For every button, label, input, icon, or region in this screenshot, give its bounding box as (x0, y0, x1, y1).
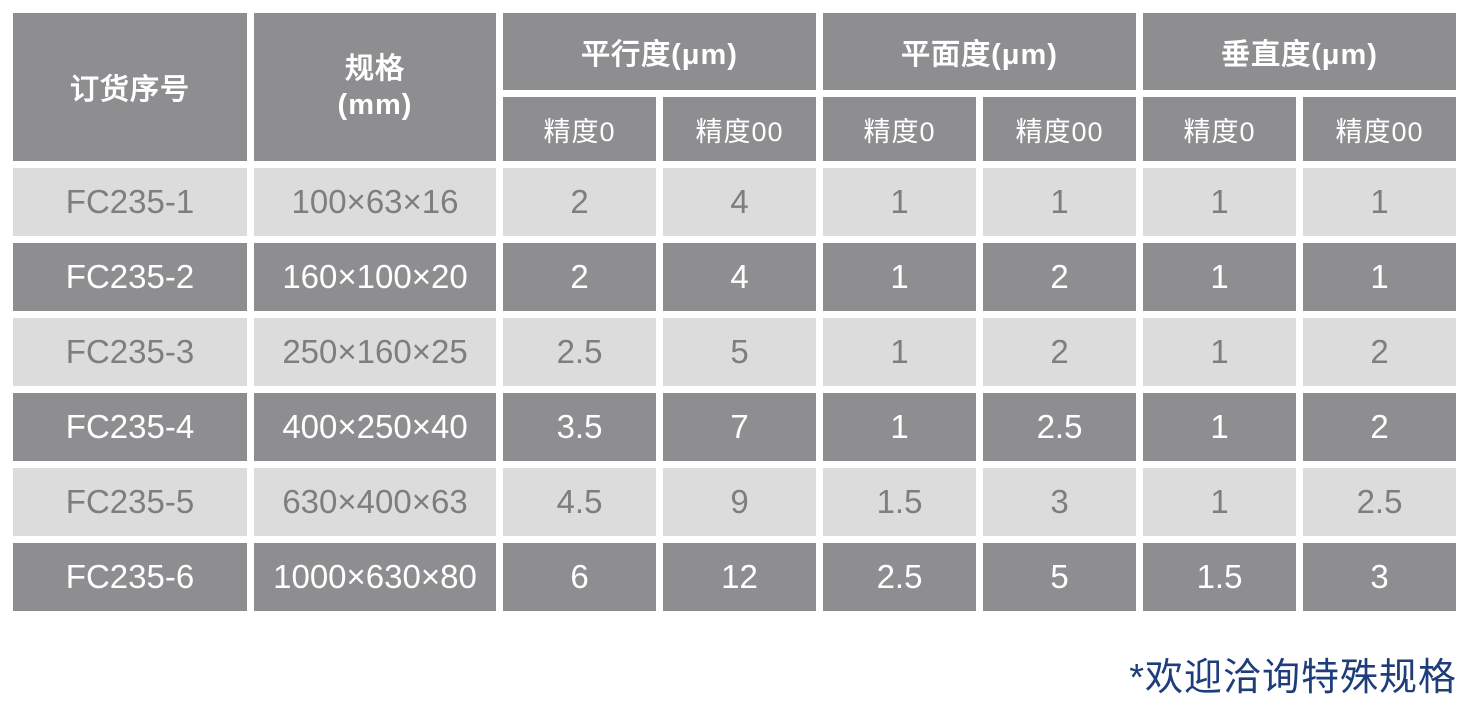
subcol-parallelism-grade0: 精度0 (503, 97, 656, 161)
cell-value: 1.5 (823, 468, 976, 536)
table-row: FC235-4 400×250×40 3.5 7 1 2.5 1 2 (13, 393, 1456, 461)
cell-spec: 100×63×16 (254, 168, 496, 236)
cell-value: 4 (663, 243, 816, 311)
col-group-perpendicularity: 垂直度(μm) (1143, 13, 1456, 90)
subcol-perpendicularity-grade00: 精度00 (1303, 97, 1456, 161)
cell-value: 1 (1143, 168, 1296, 236)
subcol-perpendicularity-grade0: 精度0 (1143, 97, 1296, 161)
table-body: FC235-1 100×63×16 2 4 1 1 1 1 FC235-2 16… (13, 168, 1456, 611)
cell-value: 1 (1143, 468, 1296, 536)
cell-value: 12 (663, 543, 816, 611)
cell-value: 3.5 (503, 393, 656, 461)
footnote: *欢迎洽询特殊规格 (1129, 657, 1457, 699)
cell-value: 6 (503, 543, 656, 611)
cell-order-no: FC235-1 (13, 168, 247, 236)
table-row: FC235-1 100×63×16 2 4 1 1 1 1 (13, 168, 1456, 236)
subcol-parallelism-grade00: 精度00 (663, 97, 816, 161)
subcol-flatness-grade0: 精度0 (823, 97, 976, 161)
cell-value: 2 (1303, 318, 1456, 386)
spec-table: 订货序号 规格 (mm) 平行度(μm) 平面度(μm) 垂直度(μm) 精度0… (6, 6, 1463, 618)
cell-value: 2.5 (503, 318, 656, 386)
cell-value: 1.5 (1143, 543, 1296, 611)
cell-value: 2.5 (983, 393, 1136, 461)
cell-spec: 1000×630×80 (254, 543, 496, 611)
cell-order-no: FC235-2 (13, 243, 247, 311)
cell-value: 2 (1303, 393, 1456, 461)
cell-value: 9 (663, 468, 816, 536)
cell-value: 3 (983, 468, 1136, 536)
cell-value: 1 (823, 243, 976, 311)
header-row-subcolumns: 精度0 精度00 精度0 精度00 精度0 精度00 (13, 97, 1456, 161)
table-header: 订货序号 规格 (mm) 平行度(μm) 平面度(μm) 垂直度(μm) 精度0… (13, 13, 1456, 161)
cell-value: 2 (503, 168, 656, 236)
cell-value: 1 (823, 318, 976, 386)
cell-value: 1 (983, 168, 1136, 236)
cell-value: 1 (823, 393, 976, 461)
cell-spec: 400×250×40 (254, 393, 496, 461)
table-row: FC235-6 1000×630×80 6 12 2.5 5 1.5 3 (13, 543, 1456, 611)
cell-order-no: FC235-5 (13, 468, 247, 536)
col-header-spec: 规格 (mm) (254, 13, 496, 161)
cell-value: 1 (1303, 168, 1456, 236)
cell-value: 4.5 (503, 468, 656, 536)
cell-spec: 250×160×25 (254, 318, 496, 386)
cell-value: 7 (663, 393, 816, 461)
cell-value: 1 (1303, 243, 1456, 311)
cell-value: 5 (663, 318, 816, 386)
cell-value: 5 (983, 543, 1136, 611)
cell-value: 2 (983, 243, 1136, 311)
table-row: FC235-2 160×100×20 2 4 1 2 1 1 (13, 243, 1456, 311)
cell-order-no: FC235-3 (13, 318, 247, 386)
cell-value: 1 (1143, 393, 1296, 461)
cell-value: 2 (983, 318, 1136, 386)
cell-spec: 630×400×63 (254, 468, 496, 536)
cell-value: 2.5 (1303, 468, 1456, 536)
table-row: FC235-5 630×400×63 4.5 9 1.5 3 1 2.5 (13, 468, 1456, 536)
col-group-parallelism: 平行度(μm) (503, 13, 816, 90)
cell-value: 1 (823, 168, 976, 236)
header-row-groups: 订货序号 规格 (mm) 平行度(μm) 平面度(μm) 垂直度(μm) (13, 13, 1456, 161)
col-group-flatness: 平面度(μm) (823, 13, 1136, 90)
spec-header-line2: (mm) (337, 89, 413, 121)
cell-value: 3 (1303, 543, 1456, 611)
cell-value: 4 (663, 168, 816, 236)
subcol-flatness-grade00: 精度00 (983, 97, 1136, 161)
cell-value: 1 (1143, 318, 1296, 386)
cell-value: 2 (503, 243, 656, 311)
cell-spec: 160×100×20 (254, 243, 496, 311)
cell-value: 2.5 (823, 543, 976, 611)
spec-header-line1: 规格 (344, 52, 405, 85)
cell-order-no: FC235-4 (13, 393, 247, 461)
cell-value: 1 (1143, 243, 1296, 311)
table-row: FC235-3 250×160×25 2.5 5 1 2 1 2 (13, 318, 1456, 386)
col-header-order-no: 订货序号 (13, 13, 247, 161)
cell-order-no: FC235-6 (13, 543, 247, 611)
